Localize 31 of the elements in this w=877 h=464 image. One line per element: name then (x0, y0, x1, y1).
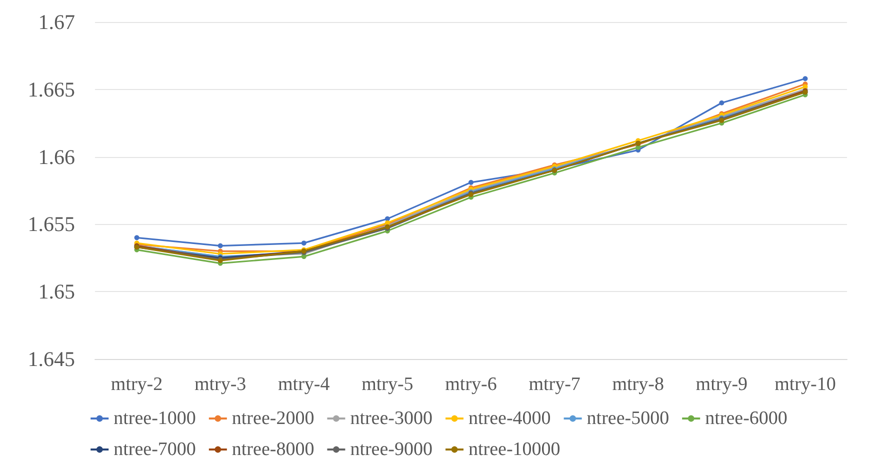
point (218, 243, 223, 248)
x-tick-label: mtry-8 (612, 374, 664, 395)
x-tick-label: mtry-7 (528, 374, 580, 395)
legend-label: ntree-7000 (114, 439, 196, 460)
x-tick-label: mtry-3 (194, 374, 246, 395)
legend-label: ntree-9000 (350, 439, 433, 460)
y-tick-label: 1.66 (38, 144, 75, 169)
legend-label: ntree-2000 (232, 408, 314, 429)
y-tick-label: 1.665 (28, 77, 75, 102)
legend-label: ntree-5000 (586, 408, 670, 429)
legend-label: ntree-4000 (468, 408, 551, 429)
y-tick-label: 1.65 (38, 280, 75, 304)
point (802, 76, 808, 82)
legend-label: ntree-8000 (232, 439, 314, 460)
x-tick-label: mtry-2 (110, 374, 163, 395)
x-tick-label: mtry-10 (774, 374, 836, 395)
y-tick-label: 1.645 (28, 347, 75, 371)
point (301, 240, 306, 246)
y-tick-label: 1.655 (28, 212, 75, 236)
x-tick-label: mtry-9 (696, 374, 748, 395)
y-tick-label: 1.67 (38, 10, 75, 34)
x-tick-label: mtry-4 (278, 374, 330, 395)
legend-label: ntree-1000 (114, 408, 196, 429)
legend-label: ntree-6000 (705, 408, 788, 429)
legend-label: ntree-3000 (350, 408, 433, 429)
legend-label: ntree-10000 (468, 439, 560, 460)
point (134, 235, 140, 240)
point (719, 100, 724, 106)
x-tick-label: mtry-6 (445, 374, 497, 395)
x-tick-label: mtry-5 (362, 374, 414, 395)
point (468, 180, 474, 185)
